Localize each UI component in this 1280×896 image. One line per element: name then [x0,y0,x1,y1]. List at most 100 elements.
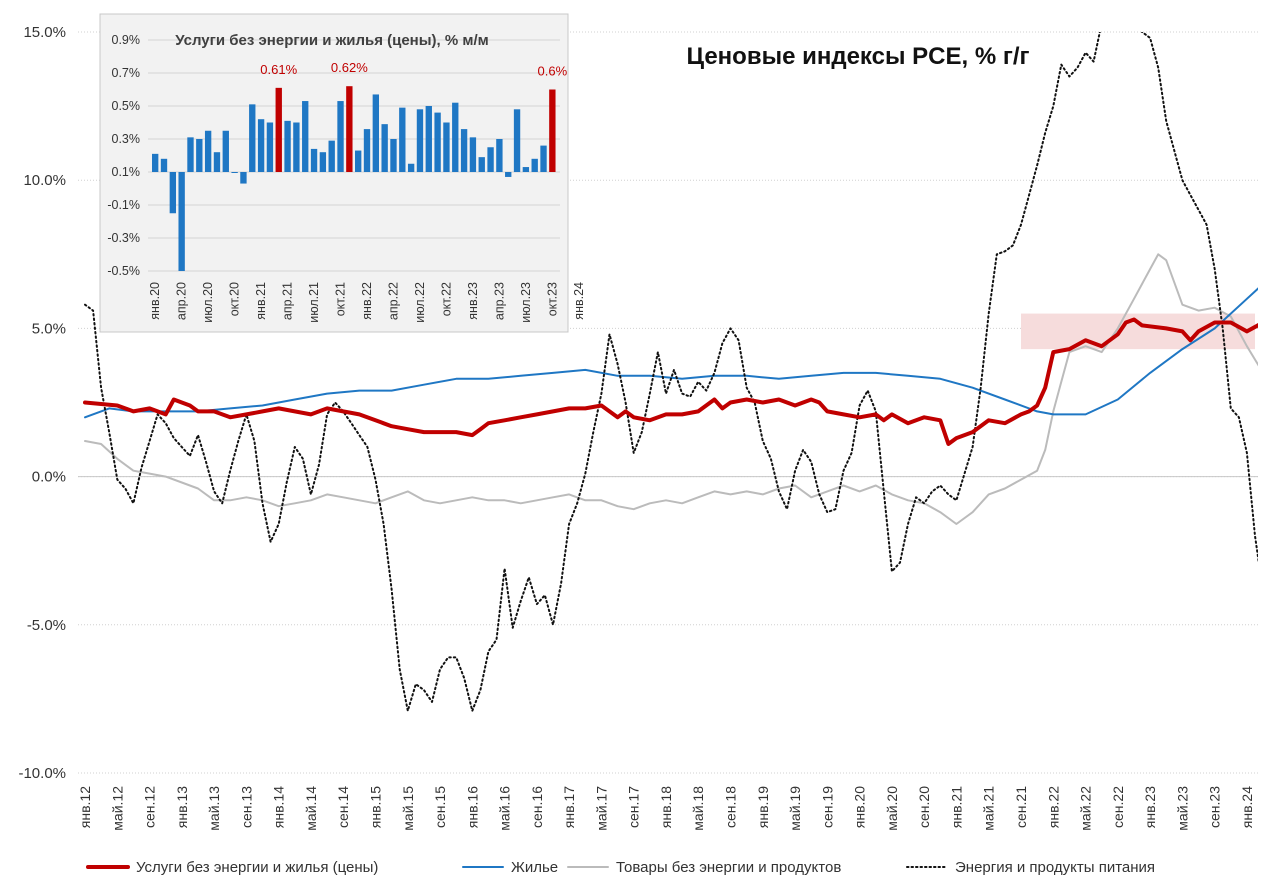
x-tick-label: янв.13 [174,786,190,828]
inset-bar [522,167,530,172]
inset-bar [496,139,503,172]
inset-x-tick-label: окт.23 [545,282,559,316]
inset-x-tick-label: июл.23 [519,282,533,323]
inset-bar [160,158,168,172]
inset-x-tick-label: янв.23 [466,282,480,320]
highlight-band [1021,313,1255,350]
inset-bar [540,145,547,172]
inset-bar-label: 0.61% [260,62,297,77]
inset-bar [293,122,300,172]
inset-bar [196,139,203,172]
legend-label: Жилье [511,859,558,876]
inset-x-axis-labels: янв.20 апр.20 июл.20 окт.20 янв.21 апр.21 июл.… [148,282,586,323]
inset-bar [231,172,238,173]
y-tick-label: -10.0% [18,765,66,782]
inset-bar-label: 0.6% [538,64,568,79]
x-tick-label: май.23 [1174,786,1190,831]
inset-x-tick-label: окт.21 [334,282,348,316]
main-gridlines [78,31,1258,774]
x-tick-label: май.14 [303,786,319,831]
inset-bar [319,152,327,172]
inset-x-tick-label: янв.20 [148,282,162,320]
legend-label: Услуги без энергии и жилья (цены) [136,859,378,876]
inset-bar [204,130,212,172]
inset-bar [452,102,459,172]
x-tick-label: янв.14 [271,786,287,828]
inset-title: Услуги без энергии и жилья (цены), % м/м [175,32,489,49]
y-tick-label: 0.0% [32,469,66,486]
x-tick-label: сен.15 [432,786,448,828]
x-tick-label: сен.13 [238,786,254,828]
inset-x-tick-label: окт.20 [228,282,242,316]
inset-bars: 0.61% 0.62% 0.6% [152,60,568,271]
x-tick-label: май.22 [1078,786,1094,831]
inset-bar [266,122,274,172]
series-line [83,317,1258,446]
inset-bar-label: 0.62% [331,60,368,75]
inset-x-tick-label: апр.22 [386,282,400,320]
inset-x-tick-label: июл.22 [413,282,427,323]
x-tick-label: сен.12 [142,786,158,828]
x-tick-label: май.18 [690,786,706,831]
inset-bar [460,129,468,172]
inset-x-tick-label: июл.21 [307,282,321,323]
inset-bar [443,122,450,172]
x-tick-label: сен.21 [1013,786,1029,828]
x-tick-label: янв.24 [1239,786,1255,828]
inset-bar [425,106,432,172]
y-tick-label: 10.0% [23,172,66,189]
x-tick-label: май.21 [981,786,997,831]
x-tick-label: янв.21 [948,786,964,828]
inset-y-tick-label: 0.7% [112,66,141,80]
x-tick-label: янв.15 [367,786,383,828]
inset-x-tick-label: окт.22 [439,282,453,316]
inset-bar [372,94,380,172]
inset-bar [505,172,512,177]
inset-bar [178,172,185,271]
inset-bar [302,101,309,172]
x-tick-label: сен.20 [916,786,932,828]
inset-bar [249,104,256,172]
x-tick-label: май.20 [884,786,900,831]
x-tick-label: янв.22 [1045,786,1061,828]
inset-bar [549,89,556,172]
x-tick-label: сен.17 [626,786,642,828]
inset-chart: 0.9% 0.7% 0.5% 0.3% 0.1% -0.1% -0.3% -0.5% 0.61… [99,13,586,333]
inset-bar [257,119,265,172]
inset-bar [407,163,415,172]
inset-bar [337,101,344,172]
inset-x-tick-label: июл.20 [201,282,215,323]
y-tick-label: -5.0% [27,617,66,634]
inset-y-tick-label: -0.5% [107,264,140,278]
legend: Услуги без энергии и жилья (цены) Жилье То… [86,859,1155,876]
x-tick-label: янв.18 [658,786,674,828]
y-tick-label: 5.0% [32,320,66,337]
x-tick-label: сен.18 [723,786,739,828]
x-tick-label: май.19 [787,786,803,831]
inset-x-tick-label: янв.21 [254,282,268,320]
inset-bar [328,140,335,172]
x-tick-label: май.15 [400,786,416,831]
x-tick-label: сен.22 [1110,786,1126,828]
inset-bar [416,109,424,172]
inset-y-axis-labels: 0.9% 0.7% 0.5% 0.3% 0.1% -0.1% -0.3% -0.5% [107,33,140,278]
main-series-lines [83,32,1258,712]
x-tick-label: сен.23 [1207,786,1223,828]
x-tick-label: сен.14 [335,786,351,828]
inset-x-tick-label: апр.23 [492,282,506,320]
inset-y-tick-label: 0.3% [112,132,141,146]
inset-bar [222,130,229,172]
inset-bar [390,139,397,172]
inset-bar [275,87,282,172]
inset-x-tick-label: апр.20 [175,282,189,320]
inset-bar [381,124,388,172]
x-tick-label: янв.20 [852,786,868,828]
inset-bar [355,150,362,172]
inset-bar [469,137,477,172]
main-chart-title: Ценовые индексы PCE, % г/г [687,43,1030,70]
inset-x-tick-label: янв.24 [572,282,586,320]
x-tick-label: май.17 [593,786,609,831]
inset-bar [434,112,441,172]
inset-y-tick-label: -0.1% [107,198,140,212]
inset-y-tick-label: 0.1% [112,165,141,179]
